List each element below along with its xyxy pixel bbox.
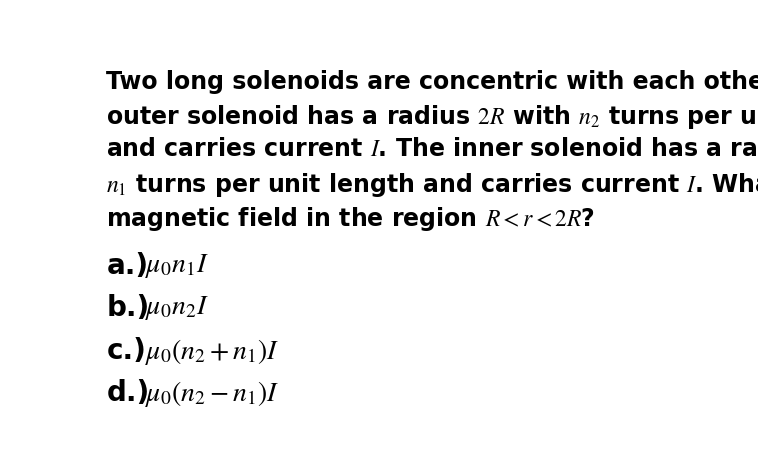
Text: $\mu_0 (n_2 + n_1) I$: $\mu_0 (n_2 + n_1) I$: [145, 336, 279, 366]
Text: $\mu_0 (n_2 - n_1) I$: $\mu_0 (n_2 - n_1) I$: [145, 378, 279, 408]
Text: Two long solenoids are concentric with each other. The: Two long solenoids are concentric with e…: [106, 69, 758, 94]
Text: $n_1$ turns per unit length and carries current $I$. What is the: $n_1$ turns per unit length and carries …: [106, 171, 758, 199]
Text: and carries current $I$. The inner solenoid has a radius $R$ with: and carries current $I$. The inner solen…: [106, 137, 758, 161]
Text: a.): a.): [106, 251, 149, 280]
Text: d.): d.): [106, 378, 149, 406]
Text: $\mu_0 n_1 I$: $\mu_0 n_1 I$: [145, 251, 209, 280]
Text: magnetic field in the region $R < r < 2R$?: magnetic field in the region $R < r < 2R…: [106, 205, 596, 232]
Text: outer solenoid has a radius $2R$ with $n_2$ turns per unit length: outer solenoid has a radius $2R$ with $n…: [106, 103, 758, 131]
Text: $\mu_0 n_2 I$: $\mu_0 n_2 I$: [145, 294, 209, 322]
Text: b.): b.): [106, 294, 149, 322]
Text: c.): c.): [106, 336, 146, 364]
